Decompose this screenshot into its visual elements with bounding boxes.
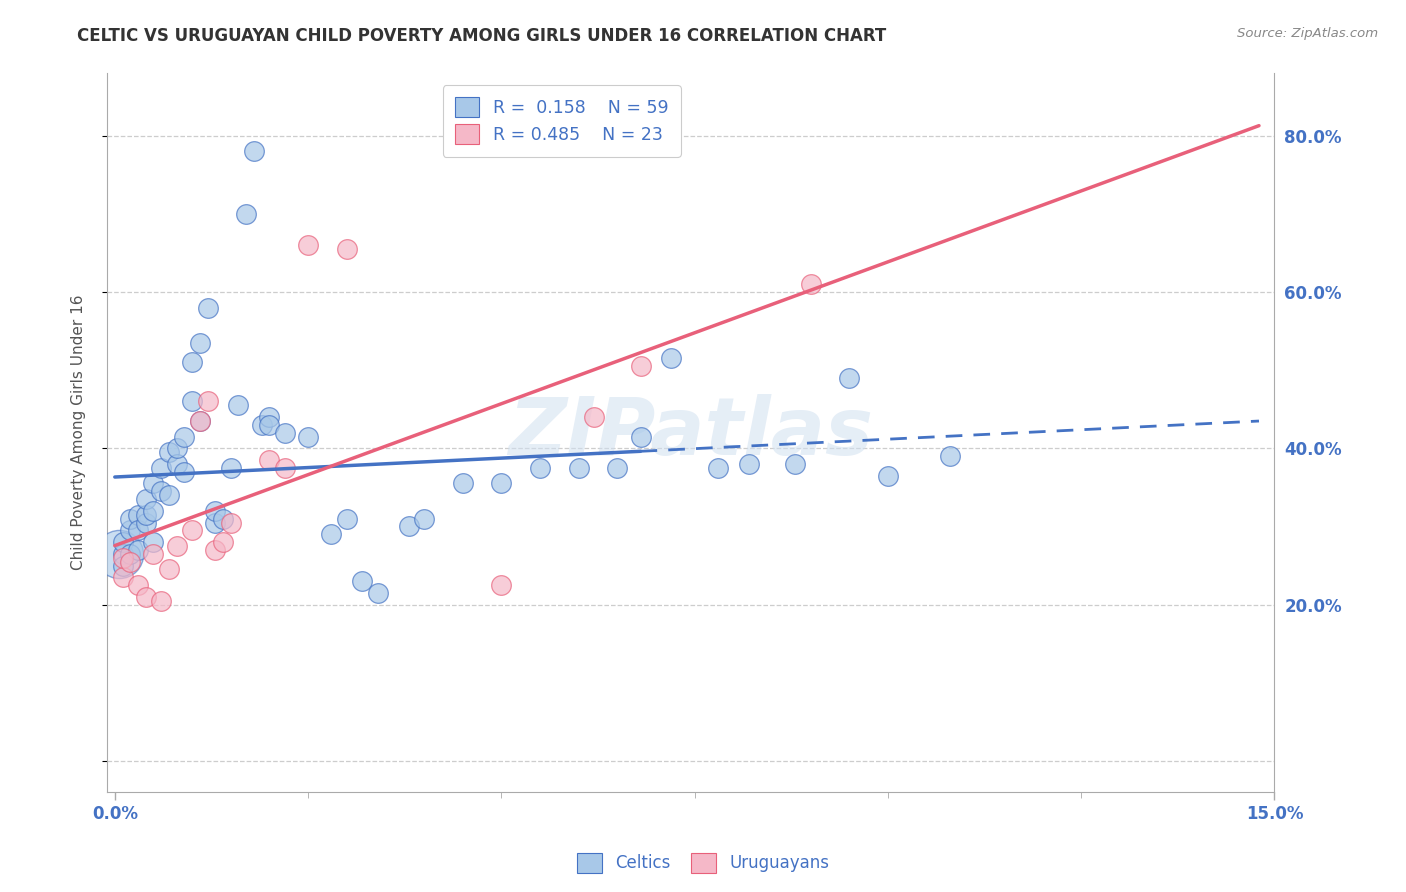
Point: [367, 586, 389, 600]
Point: [228, 398, 250, 412]
Point: [135, 508, 157, 522]
Point: [274, 460, 297, 475]
Point: [127, 542, 149, 557]
Point: [120, 555, 142, 569]
Point: [173, 465, 195, 479]
Text: Source: ZipAtlas.com: Source: ZipAtlas.com: [1237, 27, 1378, 40]
Point: [568, 460, 591, 475]
Point: [297, 429, 319, 443]
Point: [235, 207, 257, 221]
Point: [661, 351, 683, 366]
Point: [166, 442, 188, 456]
Point: [111, 570, 134, 584]
Point: [142, 547, 165, 561]
Point: [212, 535, 235, 549]
Point: [297, 238, 319, 252]
Point: [800, 277, 823, 291]
Point: [219, 516, 242, 530]
Point: [197, 301, 219, 315]
Point: [738, 457, 761, 471]
Text: CELTIC VS URUGUAYAN CHILD POVERTY AMONG GIRLS UNDER 16 CORRELATION CHART: CELTIC VS URUGUAYAN CHILD POVERTY AMONG …: [77, 27, 887, 45]
Point: [451, 476, 474, 491]
Point: [135, 516, 157, 530]
Point: [259, 417, 281, 432]
Point: [127, 524, 149, 538]
Point: [838, 371, 860, 385]
Point: [111, 547, 134, 561]
Point: [259, 409, 281, 424]
Point: [188, 335, 211, 350]
Point: [127, 508, 149, 522]
Point: [157, 488, 180, 502]
Point: [352, 574, 374, 589]
Point: [529, 460, 551, 475]
Point: [197, 394, 219, 409]
Point: [157, 562, 180, 576]
Point: [212, 511, 235, 525]
Point: [785, 457, 807, 471]
Point: [259, 453, 281, 467]
Point: [204, 542, 226, 557]
Point: [142, 535, 165, 549]
Point: [135, 492, 157, 507]
Point: [111, 550, 134, 565]
Point: [491, 578, 513, 592]
Point: [142, 476, 165, 491]
Point: [630, 429, 652, 443]
Point: [120, 547, 142, 561]
Point: [413, 511, 436, 525]
Point: [583, 409, 606, 424]
Point: [707, 460, 730, 475]
Point: [243, 144, 266, 158]
Point: [127, 578, 149, 592]
Point: [181, 355, 204, 369]
Point: [204, 504, 226, 518]
Point: [398, 519, 420, 533]
Point: [150, 484, 173, 499]
Y-axis label: Child Poverty Among Girls Under 16: Child Poverty Among Girls Under 16: [72, 295, 86, 570]
Point: [181, 524, 204, 538]
Point: [111, 535, 134, 549]
Point: [120, 511, 142, 525]
Point: [250, 417, 273, 432]
Legend: R =  0.158    N = 59, R = 0.485    N = 23: R = 0.158 N = 59, R = 0.485 N = 23: [443, 86, 681, 157]
Point: [150, 460, 173, 475]
Point: [606, 460, 628, 475]
Point: [336, 242, 359, 256]
Point: [135, 590, 157, 604]
Point: [157, 445, 180, 459]
Point: [491, 476, 513, 491]
Point: [219, 460, 242, 475]
Point: [336, 511, 359, 525]
Point: [173, 429, 195, 443]
Point: [150, 593, 173, 607]
Point: [111, 558, 134, 573]
Point: [938, 449, 960, 463]
Point: [181, 394, 204, 409]
Text: ZIPatlas: ZIPatlas: [508, 393, 873, 472]
Point: [107, 547, 129, 561]
Point: [188, 414, 211, 428]
Point: [188, 414, 211, 428]
Point: [877, 468, 900, 483]
Point: [630, 359, 652, 374]
Point: [204, 516, 226, 530]
Point: [274, 425, 297, 440]
Legend: Celtics, Uruguayans: Celtics, Uruguayans: [571, 847, 835, 880]
Point: [120, 524, 142, 538]
Point: [166, 457, 188, 471]
Point: [166, 539, 188, 553]
Point: [142, 504, 165, 518]
Point: [321, 527, 343, 541]
